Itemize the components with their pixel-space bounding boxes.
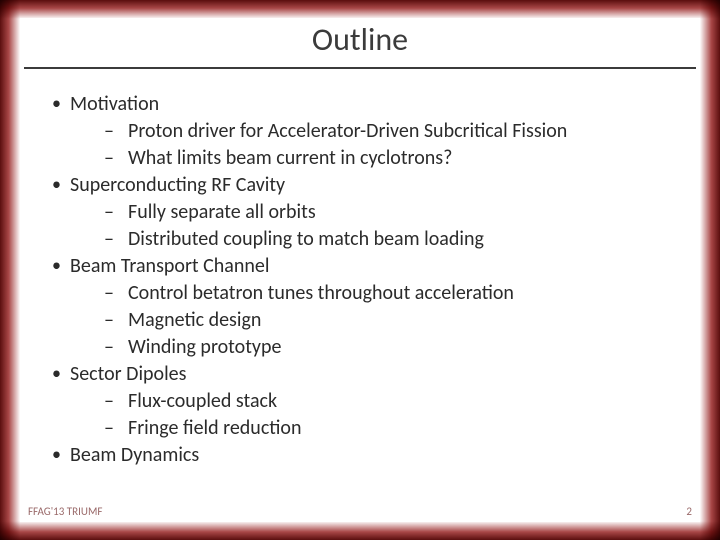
list-item: Proton driver for Accelerator-Driven Sub…	[104, 118, 680, 145]
bullet-label: Beam Transport Channel	[70, 254, 269, 278]
list-item: Superconducting RF Cavity Fully separate…	[48, 172, 680, 253]
list-item: Control betatron tunes throughout accele…	[104, 280, 680, 307]
slide-frame: Outline Motivation Proton driver for Acc…	[0, 0, 720, 540]
sublist: Control betatron tunes throughout accele…	[70, 280, 680, 361]
list-item: Sector Dipoles Flux-coupled stack Fringe…	[48, 361, 680, 442]
list-item: Beam Dynamics	[48, 442, 680, 469]
sublist: Flux-coupled stack Fringe field reductio…	[70, 388, 680, 442]
sublist: Fully separate all orbits Distributed co…	[70, 199, 680, 253]
sublist: Proton driver for Accelerator-Driven Sub…	[70, 118, 680, 172]
list-item: Fringe field reduction	[104, 415, 680, 442]
list-item: Magnetic design	[104, 307, 680, 334]
bullet-label: Sector Dipoles	[70, 362, 186, 386]
list-item: Beam Transport Channel Control betatron …	[48, 253, 680, 361]
list-item: What limits beam current in cyclotrons?	[104, 145, 680, 172]
slide-footer: FFAG'13 TRIUMF 2	[28, 505, 692, 518]
footer-page-number: 2	[686, 505, 692, 518]
list-item: Winding prototype	[104, 334, 680, 361]
list-item: Flux-coupled stack	[104, 388, 680, 415]
slide-title: Outline	[20, 18, 700, 67]
list-item: Fully separate all orbits	[104, 199, 680, 226]
bullet-label: Beam Dynamics	[70, 443, 199, 467]
footer-left: FFAG'13 TRIUMF	[28, 505, 102, 518]
title-rule	[24, 67, 696, 69]
list-item: Motivation Proton driver for Accelerator…	[48, 91, 680, 172]
bullet-label: Motivation	[70, 92, 159, 116]
content-area: Motivation Proton driver for Accelerator…	[20, 91, 700, 469]
bullet-label: Superconducting RF Cavity	[70, 173, 285, 197]
bullet-list: Motivation Proton driver for Accelerator…	[48, 91, 680, 469]
slide-inner: Outline Motivation Proton driver for Acc…	[20, 18, 700, 522]
list-item: Distributed coupling to match beam loadi…	[104, 226, 680, 253]
